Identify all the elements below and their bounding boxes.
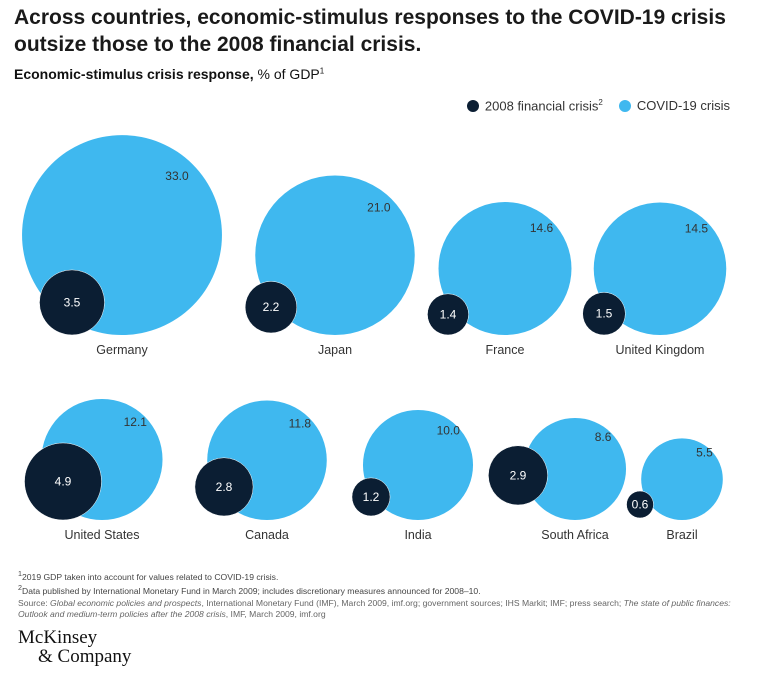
crisis2008-value-france: 1.4 [440, 307, 457, 321]
source-note: Source: Global economic policies and pro… [18, 597, 731, 620]
crisis2008-value-brazil: 0.6 [632, 498, 649, 512]
legend-swatch-covid [618, 99, 631, 112]
legend-label-2008: 2008 financial crisis2 [484, 98, 603, 114]
crisis2008-value-germany: 3.5 [64, 295, 81, 309]
covid-value-france: 14.6 [530, 221, 554, 235]
crisis2008-bubble-brazil [626, 490, 654, 519]
chart-title: Across countries, economic-stimulus resp… [14, 6, 726, 56]
covid-bubble-france [438, 202, 572, 335]
footnotes: 12019 GDP taken into account for values … [18, 569, 758, 621]
country-label-canada: Canada [245, 528, 289, 542]
covid-bubble-japan [255, 175, 415, 335]
country-label-united-states: United States [64, 528, 139, 542]
covid-bubble-south-africa [523, 417, 627, 520]
crisis2008-value-united-kingdom: 1.5 [596, 307, 613, 321]
crisis2008-bubble-united-kingdom [582, 292, 626, 336]
bubble-chart: 33.0 3.5 Germany 21.0 2.2 Japan 14.6 1.4 France 1… [22, 135, 727, 542]
footnote-2: 2Data published by International Monetar… [18, 584, 481, 597]
covid-value-united-kingdom: 14.5 [685, 221, 709, 235]
crisis2008-value-united-states: 4.9 [55, 474, 72, 488]
covid-value-brazil: 5.5 [696, 446, 713, 460]
crisis2008-value-canada: 2.8 [216, 480, 233, 494]
crisis2008-bubble-united-states [24, 442, 102, 521]
covid-bubble-united-kingdom [593, 202, 727, 335]
covid-value-india: 10.0 [437, 424, 461, 438]
crisis2008-value-india: 1.2 [363, 490, 380, 504]
crisis2008-bubble-south-africa [488, 445, 548, 506]
crisis2008-bubble-germany [39, 269, 105, 336]
covid-value-japan: 21.0 [367, 200, 391, 214]
legend-label-covid: COVID-19 crisis [636, 98, 730, 114]
country-label-india: India [404, 528, 431, 542]
covid-bubble-brazil [641, 438, 723, 520]
crisis2008-value-japan: 2.2 [263, 300, 280, 314]
mckinsey-logo: McKinsey & Company [18, 627, 132, 667]
country-label-germany: Germany [96, 343, 148, 357]
subtitle-unit: % of GDP [253, 66, 320, 82]
crisis2008-bubble-canada [194, 457, 254, 517]
country-label-japan: Japan [318, 343, 352, 357]
covid-bubble-india [362, 409, 474, 520]
legend: 2008 financial crisis2 COVID-19 crisis [466, 98, 730, 114]
legend-swatch-2008 [466, 99, 479, 112]
covid-value-united-states: 12.1 [124, 415, 148, 429]
country-label-brazil: Brazil [666, 528, 697, 542]
subtitle-footnote: 1 [319, 66, 325, 76]
footnote-1: 12019 GDP taken into account for values … [18, 570, 279, 582]
chart-subtitle: Economic-stimulus crisis response, % of … [14, 66, 324, 82]
crisis2008-bubble-india [351, 477, 391, 517]
country-label-south-africa: South Africa [541, 528, 608, 542]
covid-value-germany: 33.0 [165, 169, 189, 183]
country-label-france: France [486, 343, 525, 357]
covid-value-canada: 11.8 [289, 416, 312, 430]
covid-value-south-africa: 8.6 [595, 430, 612, 444]
subtitle-bold: Economic-stimulus crisis response, [14, 66, 254, 82]
country-label-united-kingdom: United Kingdom [616, 343, 705, 357]
crisis2008-bubble-japan [244, 281, 298, 334]
crisis2008-bubble-france [427, 293, 469, 336]
crisis2008-value-south-africa: 2.9 [510, 468, 527, 482]
